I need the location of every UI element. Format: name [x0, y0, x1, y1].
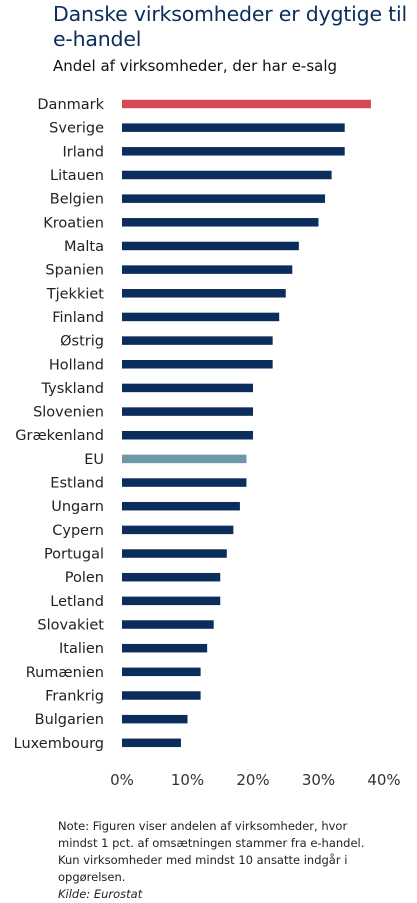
bar-cypern — [122, 525, 234, 535]
bar-slovenien — [122, 407, 253, 416]
bar-grækenland — [122, 430, 253, 440]
bar-spanien — [122, 265, 293, 274]
category-label: Danmark — [37, 97, 104, 113]
bar-estland — [122, 478, 247, 487]
category-label: Italien — [59, 641, 104, 657]
category-label: Letland — [50, 594, 104, 610]
category-label: Estland — [50, 476, 104, 492]
category-label: Spanien — [45, 263, 104, 279]
bar-rumænien — [122, 667, 201, 677]
bar-litauen — [122, 170, 332, 180]
bar-finland — [122, 312, 280, 322]
category-label: Belgien — [50, 192, 104, 208]
category-label: Kroatien — [43, 215, 104, 231]
bar-tjekkiet — [122, 289, 286, 298]
category-label: Tyskland — [41, 381, 104, 397]
chart-title: Danske virksomheder er dygtige til e-han… — [53, 2, 408, 51]
chart-note: Note: Figuren viser andelen af virksomhe… — [58, 818, 378, 903]
x-tick-label: 10% — [171, 771, 204, 789]
category-label: Finland — [52, 310, 104, 326]
source-text: Kilde: Eurostat — [58, 887, 143, 901]
category-label: Slovakiet — [37, 618, 104, 634]
bar-irland — [122, 147, 345, 156]
category-label: Østrig — [60, 334, 104, 350]
bar-østrig — [122, 336, 273, 345]
bar-italien — [122, 643, 208, 653]
category-label: Ungarn — [51, 499, 104, 515]
bar-chart: Danmark Sverige Irland Litauen Belgien Kroati… — [14, 97, 401, 789]
category-label: Sverige — [49, 121, 104, 137]
x-tick-label: 20% — [236, 771, 269, 789]
bar-frankrig — [122, 691, 201, 700]
category-label: Frankrig — [45, 689, 104, 705]
category-label: Luxembourg — [14, 736, 104, 752]
bar-belgien — [122, 194, 326, 203]
bar-sverige — [122, 123, 345, 132]
bar-malta — [122, 241, 299, 251]
category-label: Rumænien — [26, 665, 104, 681]
bar-slovakiet — [122, 620, 214, 629]
bar-ungarn — [122, 501, 240, 511]
x-tick-label: 40% — [367, 771, 400, 789]
category-label: Tjekkiet — [46, 286, 105, 302]
category-label: EU — [84, 452, 104, 468]
bar-eu — [122, 454, 247, 464]
bar-danmark — [122, 99, 371, 109]
note-text: Note: Figuren viser andelen af virksomhe… — [58, 819, 365, 884]
category-label: Holland — [49, 357, 104, 373]
bar-letland — [122, 596, 221, 606]
category-label: Slovenien — [33, 405, 104, 421]
category-label: Litauen — [50, 168, 104, 184]
category-label: Malta — [64, 239, 104, 255]
bar-bulgarien — [122, 714, 188, 724]
category-label: Irland — [62, 144, 104, 160]
bar-polen — [122, 572, 221, 582]
category-label: Bulgarien — [35, 712, 104, 728]
bar-portugal — [122, 549, 227, 558]
category-label: Portugal — [44, 547, 104, 563]
bar-holland — [122, 360, 273, 369]
category-label: Grækenland — [15, 428, 104, 444]
bar-luxembourg — [122, 738, 181, 748]
x-tick-label: 0% — [110, 771, 134, 789]
bar-kroatien — [122, 218, 319, 227]
category-label: Cypern — [52, 523, 104, 539]
category-label: Polen — [65, 570, 104, 586]
chart-subtitle: Andel af virksomheder, der har e-salg — [53, 57, 338, 75]
bar-tyskland — [122, 383, 253, 393]
x-tick-label: 30% — [302, 771, 335, 789]
